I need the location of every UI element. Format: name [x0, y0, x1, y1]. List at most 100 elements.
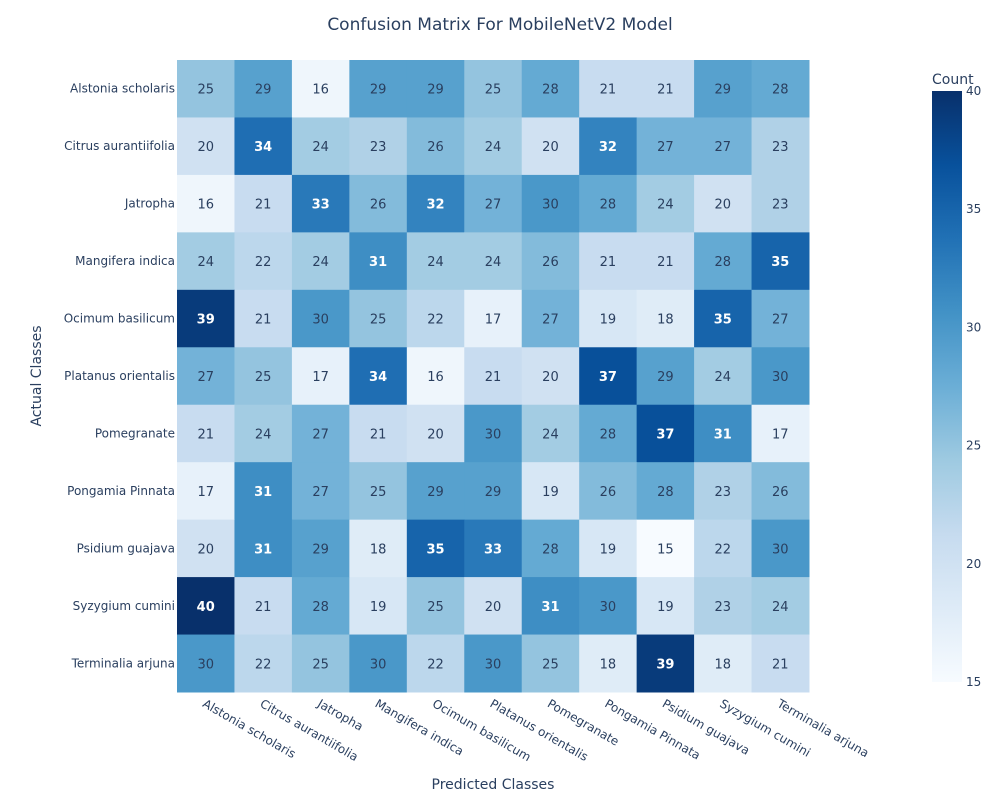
heatmap-cell-value: 21 [600, 83, 617, 98]
heatmap-cell-value: 22 [255, 255, 272, 270]
heatmap-cell [464, 634, 523, 693]
heatmap-cell [291, 634, 350, 693]
heatmap-cell-value: 21 [255, 600, 272, 615]
heatmap-cell [521, 60, 580, 118]
heatmap-cell [406, 519, 465, 578]
heatmap-cell-value: 30 [197, 657, 214, 672]
heatmap-cell [521, 462, 580, 521]
heatmap-cell [406, 232, 465, 291]
heatmap-cell-value: 29 [657, 370, 674, 385]
heatmap-cell [521, 519, 580, 578]
heatmap-cell-value: 28 [600, 427, 617, 442]
heatmap-cell [349, 117, 408, 176]
heatmap-cell-value: 28 [600, 198, 617, 213]
heatmap-cell [349, 174, 408, 233]
heatmap-cell-value: 30 [485, 657, 502, 672]
heatmap-cell-value: 20 [197, 542, 214, 557]
y-axis-tick-label: Ocimum basilicum [64, 312, 175, 326]
heatmap-cell-value: 31 [254, 485, 272, 500]
heatmap-cell [579, 117, 638, 176]
y-axis-tick-label: Mangifera indica [75, 254, 175, 268]
heatmap-cell-value: 33 [312, 198, 330, 213]
colorbar-tick-label: 15 [966, 675, 981, 689]
heatmap-cell-value: 29 [370, 83, 387, 98]
heatmap-cell-value: 23 [370, 140, 387, 155]
heatmap-cell [406, 462, 465, 521]
heatmap-cell [751, 347, 810, 406]
y-axis-tick-label: Pomegranate [95, 426, 175, 440]
heatmap-cell [694, 232, 753, 291]
heatmap-cell [464, 174, 523, 233]
heatmap-cell [694, 462, 753, 521]
heatmap-cell-value: 28 [312, 600, 329, 615]
heatmap-cell-value: 30 [772, 542, 789, 557]
heatmap-cell [349, 577, 408, 636]
heatmap-cell-value: 24 [657, 198, 674, 213]
heatmap-cell-value: 23 [772, 140, 789, 155]
heatmap-cell [521, 289, 580, 348]
heatmap-cell-value: 27 [485, 198, 502, 213]
x-axis-tick-label: Alstonia scholaris [200, 696, 298, 761]
heatmap-cell-value: 24 [485, 255, 502, 270]
heatmap-cell [234, 634, 293, 693]
heatmap-cell-value: 35 [714, 313, 732, 328]
heatmap-cell-value: 17 [197, 485, 214, 500]
heatmap-cell-value: 20 [542, 370, 559, 385]
heatmap-cell-value: 25 [542, 657, 559, 672]
heatmap-cell [694, 577, 753, 636]
heatmap-cell-value: 28 [715, 255, 732, 270]
heatmap-cell-value: 27 [715, 140, 732, 155]
heatmap-cell [234, 232, 293, 291]
heatmap-cell-value: 18 [657, 313, 674, 328]
heatmap-cell-value: 34 [254, 140, 272, 155]
heatmap-cell [464, 519, 523, 578]
heatmap-cell [694, 347, 753, 406]
heatmap-cell [234, 577, 293, 636]
heatmap-cell-value: 30 [312, 313, 329, 328]
heatmap-cell-value: 23 [772, 198, 789, 213]
heatmap-cell [234, 462, 293, 521]
heatmap-cell [579, 519, 638, 578]
heatmap-cell-value: 19 [542, 485, 559, 500]
heatmap-cell-value: 39 [197, 313, 215, 328]
heatmap-cell-value: 15 [657, 542, 674, 557]
heatmap-cell [464, 347, 523, 406]
heatmap-cell [177, 404, 235, 463]
colorbar-title: Count [932, 72, 974, 88]
heatmap-cell [234, 519, 293, 578]
heatmap-cell [751, 289, 810, 348]
heatmap-cell-value: 30 [600, 600, 617, 615]
heatmap-cell [694, 634, 753, 693]
x-axis-tick-label: Jatropha [314, 696, 365, 734]
x-axis-tick-label: Citrus aurantiifolia [258, 696, 361, 764]
heatmap-cell-value: 16 [197, 198, 214, 213]
heatmap-cell [694, 60, 753, 118]
heatmap-cell-value: 29 [255, 83, 272, 98]
heatmap-cell-value: 21 [772, 657, 789, 672]
heatmap-cell [349, 289, 408, 348]
heatmap-cell [751, 577, 810, 636]
heatmap-cell [291, 519, 350, 578]
heatmap-cell [751, 60, 810, 118]
heatmap-cell-value: 20 [427, 427, 444, 442]
heatmap-cell [751, 117, 810, 176]
heatmap-cell [177, 347, 235, 406]
heatmap-cell-value: 27 [657, 140, 674, 155]
heatmap-cell-value: 25 [427, 600, 444, 615]
y-axis-tick-label: Jatropha [124, 197, 175, 211]
heatmap-cell-value: 25 [312, 657, 329, 672]
heatmap-cell [234, 117, 293, 176]
heatmap-cell [521, 404, 580, 463]
x-axis-title: Predicted Classes [432, 777, 555, 793]
heatmap-cell-value: 27 [197, 370, 214, 385]
heatmap-cell-value: 31 [541, 600, 559, 615]
colorbar: Count 15 20 25 30 35 40 [932, 72, 981, 689]
heatmap-cell [349, 347, 408, 406]
heatmap-cell [636, 289, 695, 348]
heatmap-cell [234, 404, 293, 463]
heatmap-cell [177, 60, 235, 118]
heatmap-cell [579, 289, 638, 348]
heatmap-cell-value: 27 [312, 485, 329, 500]
heatmap-cell-value: 21 [600, 255, 617, 270]
